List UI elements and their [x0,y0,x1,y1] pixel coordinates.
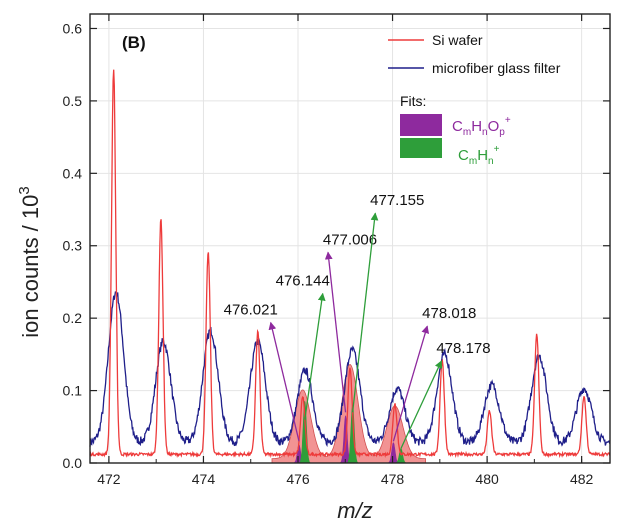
y-axis-title-exponent: 3 [16,186,33,194]
y-tick-label: 0.0 [63,455,83,471]
annotation-label: 478.178 [436,340,490,357]
series-line-microfiber [89,291,611,448]
peak-annotations: 476.021 476.144 477.006 477.155 478.018 478.1… [224,192,491,449]
fits-title: Fits: [400,93,426,109]
annotation-arrow [324,251,347,413]
y-tick-label: 0.2 [63,310,83,326]
x-axis-title: m/z [337,498,372,523]
legend-label-microfiber: microfiber glass filter [432,60,561,76]
fit-component-peak [298,400,311,464]
annotation-arrow [351,212,379,413]
annotation-label: 477.006 [323,231,377,248]
y-axis-title: ion counts / 103 [16,186,43,337]
series-line-si-wafer [89,69,611,459]
fit-label-cmhn: CmHn+ [458,144,500,167]
fit-envelope [271,364,427,464]
annotation-arrow [400,360,443,449]
panel-label: (B) [122,33,146,52]
annotation-arrow [392,325,430,442]
x-tick-label: 474 [192,471,216,487]
annotation-arrow [304,292,326,420]
axis-ticks: 472 474 476 478 480 482 0.0 0.1 0.2 0.3 0.4 0.5 0.6 [63,14,610,487]
grid-lines [90,14,610,464]
y-axis-title-group: ion counts / 103 [16,186,43,337]
x-tick-label: 472 [97,471,121,487]
y-tick-label: 0.5 [63,93,83,109]
annotation-arrow [268,321,300,442]
annotation-label: 478.018 [422,305,476,322]
fit-label-cmhnop: CmHnOp+ [452,115,511,138]
y-tick-label: 0.3 [63,238,83,254]
fit-swatch-cmhn [400,138,442,158]
y-axis-title-base: ion counts / 10 [18,195,43,338]
legend: Si wafer microfiber glass filter Fits: C… [388,32,561,167]
fit-swatch-cmhnop [400,114,442,136]
annotation-label: 477.155 [370,192,424,209]
spectrum-series [89,69,611,459]
x-tick-label: 480 [475,471,499,487]
plot-frame [89,13,611,464]
x-tick-label: 482 [570,471,594,487]
y-tick-label: 0.6 [63,20,83,36]
annotation-label: 476.144 [276,273,330,290]
y-tick-label: 0.1 [63,383,83,399]
x-tick-label: 476 [286,471,310,487]
x-tick-label: 478 [381,471,405,487]
fit-envelope-area [271,364,427,464]
legend-label-si-wafer: Si wafer [432,32,483,48]
y-tick-label: 0.4 [63,165,83,181]
annotation-label: 476.021 [224,302,278,319]
